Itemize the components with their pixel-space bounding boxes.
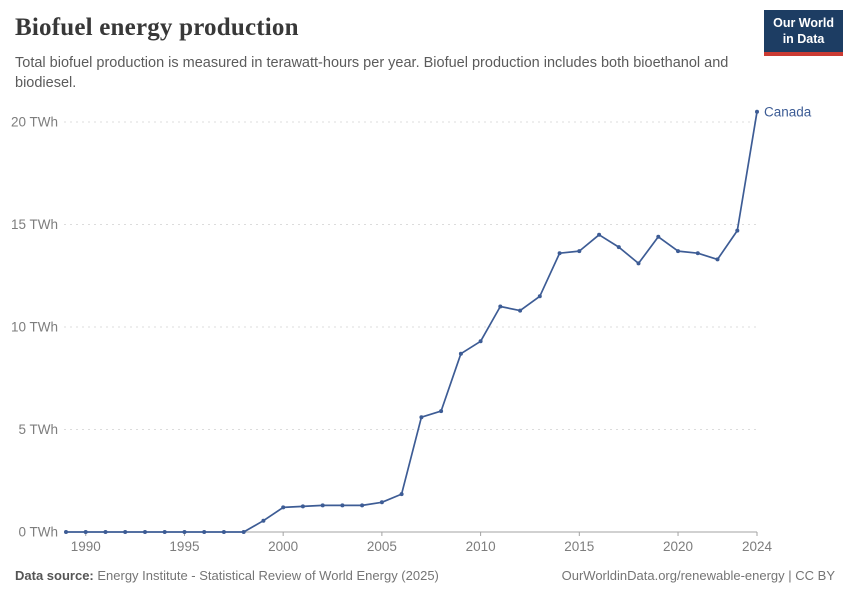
data-point[interactable] (676, 249, 680, 254)
x-tick-label: 2024 (742, 539, 773, 554)
data-point[interactable] (636, 261, 641, 266)
owid-logo-line2: in Data (782, 32, 825, 47)
y-tick-label: 0 TWh (18, 525, 58, 540)
data-point[interactable] (300, 504, 305, 509)
data-point[interactable] (616, 245, 621, 250)
line-chart-area: 0 TWh 5 TWh 10 TWh 15 TWh 20 TWh 1990 1995 2000… (0, 95, 850, 565)
data-point[interactable] (281, 505, 286, 510)
line-chart-canvas: 0 TWh 5 TWh 10 TWh 15 TWh 20 TWh 1990 1995 2000… (11, 104, 812, 554)
data-point[interactable] (755, 109, 759, 114)
chart-title: Biofuel energy production (15, 14, 299, 41)
data-point[interactable] (221, 530, 226, 534)
owid-logo-line1: Our World (773, 16, 834, 30)
data-point[interactable] (162, 530, 167, 534)
data-point[interactable] (715, 257, 720, 262)
x-tick-label: 2000 (268, 539, 298, 554)
data-point[interactable] (241, 530, 246, 534)
x-tick-label: 1995 (169, 539, 199, 554)
y-tick-label: 20 TWh (11, 115, 58, 130)
data-point[interactable] (695, 251, 700, 256)
data-point[interactable] (143, 530, 147, 534)
chart-header: Biofuel energy production Total biofuel … (0, 0, 850, 95)
series-label-canada[interactable]: Canada (764, 104, 812, 119)
data-source-note: Data source: Energy Institute - Statisti… (15, 568, 439, 583)
data-point[interactable] (656, 234, 661, 239)
data-point[interactable] (360, 503, 365, 508)
data-point[interactable] (320, 503, 325, 508)
license-note[interactable]: OurWorldinData.org/renewable-energy | CC… (561, 568, 835, 583)
data-point[interactable] (182, 530, 187, 534)
data-point[interactable] (458, 351, 463, 356)
data-point[interactable] (439, 409, 444, 414)
data-point[interactable] (557, 251, 562, 256)
data-point[interactable] (597, 232, 602, 237)
data-point[interactable] (379, 500, 384, 505)
data-source-text: Energy Institute - Statistical Review of… (93, 568, 439, 583)
data-source-label: Data source: (15, 568, 94, 583)
data-point[interactable] (103, 530, 108, 534)
data-point[interactable] (498, 304, 503, 309)
x-tick-label: 2015 (564, 539, 594, 554)
y-tick-label: 10 TWh (11, 320, 58, 335)
x-tick-label: 2010 (466, 539, 496, 554)
data-point[interactable] (261, 518, 266, 523)
data-point[interactable] (478, 339, 483, 344)
data-point[interactable] (399, 492, 404, 497)
canada-line[interactable] (65, 110, 758, 533)
data-point[interactable] (577, 249, 582, 254)
x-tick-label: 1990 (71, 539, 101, 554)
chart-footer: Data source: Energy Institute - Statisti… (15, 568, 835, 583)
x-tick-label: 2005 (367, 539, 397, 554)
data-point[interactable] (64, 530, 68, 534)
data-point[interactable] (340, 503, 345, 508)
data-point[interactable] (537, 294, 542, 299)
data-point[interactable] (123, 530, 128, 534)
data-point[interactable] (202, 530, 207, 534)
data-point[interactable] (735, 228, 740, 233)
chart-subtitle: Total biofuel production is measured in … (15, 55, 729, 92)
data-point[interactable] (518, 308, 523, 313)
y-tick-label: 5 TWh (18, 422, 58, 437)
owid-logo[interactable]: Our World in Data (764, 10, 843, 56)
y-tick-label: 15 TWh (11, 217, 58, 232)
x-tick-label: 2020 (663, 539, 693, 554)
data-point[interactable] (83, 530, 88, 534)
data-point[interactable] (419, 415, 424, 420)
